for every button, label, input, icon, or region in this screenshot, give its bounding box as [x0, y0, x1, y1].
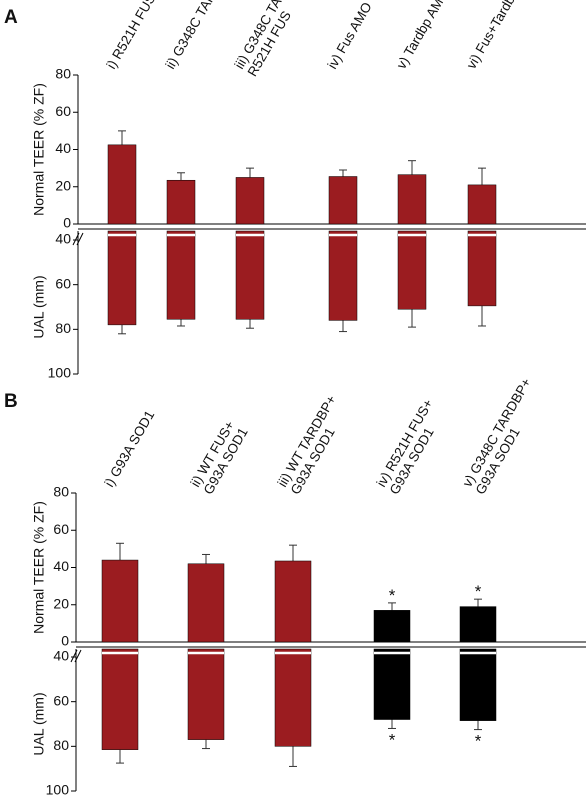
bar — [397, 230, 427, 310]
category-label: i) R521H FUS — [104, 0, 159, 71]
y-tick-label: 0 — [63, 215, 71, 231]
y2-tick-label: 40 — [55, 231, 71, 247]
bar — [101, 559, 139, 643]
y-tick-label: 0 — [61, 633, 69, 649]
y-tick-label: 60 — [53, 521, 69, 537]
y-tick-label: 80 — [55, 66, 71, 82]
bar — [328, 176, 358, 225]
category-label: iv) Fus AMO — [325, 0, 375, 72]
significance-marker: * — [475, 732, 482, 751]
bar — [467, 184, 497, 225]
bar — [459, 648, 497, 721]
y2-tick-label: 80 — [55, 320, 71, 336]
bar — [274, 648, 312, 747]
axis-break — [72, 232, 84, 246]
y-tick-label: 20 — [55, 177, 71, 193]
y2-tick-label: 100 — [46, 782, 70, 798]
y-axis-title: Normal TEER (% ZF) — [31, 83, 47, 216]
category-label: i) G93A SOD1 — [102, 408, 158, 490]
y2-tick-label: 60 — [53, 692, 69, 708]
bar — [459, 606, 497, 643]
bar — [187, 648, 225, 740]
y-tick-label: 20 — [53, 595, 69, 611]
significance-marker: * — [389, 586, 396, 605]
y-tick-label: 60 — [55, 103, 71, 119]
bar — [373, 648, 411, 720]
y-tick-label: 40 — [55, 140, 71, 156]
y-tick-label: 40 — [53, 558, 69, 574]
bar — [101, 648, 139, 750]
bar — [187, 563, 225, 643]
category-label: ii) G348C TARDBP — [163, 0, 233, 71]
y2-tick-label: 100 — [48, 365, 72, 381]
y2-axis-title: UAL (mm) — [31, 275, 47, 338]
axis-break — [70, 649, 82, 663]
bar — [166, 179, 196, 225]
bar — [107, 230, 137, 326]
category-label: vi) Fus+Tardbp AMOs — [464, 0, 542, 71]
panel-label: B — [4, 391, 18, 412]
y2-tick-label: 40 — [53, 648, 69, 664]
significance-marker: * — [475, 582, 482, 601]
category-label: v) Tardbp AMO — [394, 0, 452, 71]
bar — [274, 560, 312, 643]
bar — [328, 230, 358, 321]
y-tick-label: 80 — [53, 484, 69, 500]
y2-tick-label: 60 — [55, 275, 71, 291]
bar — [235, 230, 265, 320]
significance-marker: * — [389, 730, 396, 749]
bar — [166, 230, 196, 320]
panel-label: A — [4, 7, 18, 28]
bar — [235, 177, 265, 225]
bar — [467, 230, 497, 307]
y2-tick-label: 80 — [53, 737, 69, 753]
bar — [107, 144, 137, 225]
bar — [373, 610, 411, 643]
y-axis-title: Normal TEER (% ZF) — [31, 501, 47, 634]
y2-axis-title: UAL (mm) — [31, 692, 47, 755]
bar — [397, 174, 427, 225]
